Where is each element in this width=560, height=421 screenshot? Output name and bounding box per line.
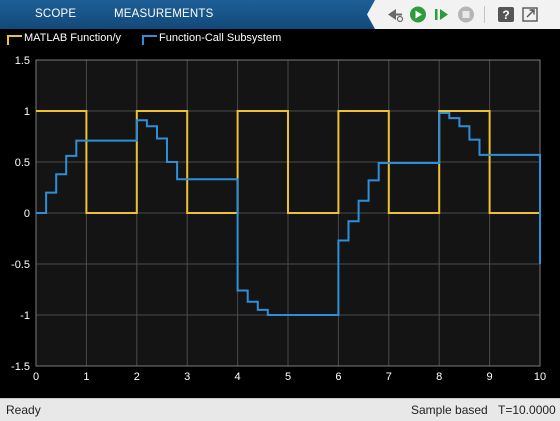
x-tick-label: 2 [134,371,140,383]
y-tick-label: -0.5 [11,259,30,271]
undock-icon[interactable] [520,5,540,24]
x-tick-label: 5 [285,371,291,383]
y-tick-label: 1 [24,106,30,118]
y-tick-label: 0 [24,208,30,220]
svg-text:?: ? [502,8,509,22]
legend-swatch-blue [142,35,157,45]
step-back-icon[interactable] [385,5,405,24]
legend-label: MATLAB Function/y [24,32,121,44]
status-ready: Ready [6,403,41,417]
y-tick-label: -1.5 [11,361,30,373]
x-tick-label: 4 [235,371,241,383]
status-time: T=10.0000 [498,403,556,417]
legend-swatch-yellow [7,35,22,45]
x-tick-label: 0 [33,371,39,383]
x-tick-label: 1 [83,371,89,383]
x-tick-label: 3 [184,371,190,383]
toolbar: ? [367,0,560,29]
x-tick-label: 8 [436,371,442,383]
tab-measurements[interactable]: MEASUREMENTS [114,8,214,20]
help-icon[interactable]: ? [496,5,516,24]
legend-label: Function-Call Subsystem [159,32,282,44]
x-tick-label: 10 [534,371,546,383]
run-icon[interactable] [408,5,428,24]
y-tick-label: -1 [20,310,30,322]
x-tick-label: 9 [487,371,493,383]
plot-area[interactable]: 0 1 2 3 4 5 6 7 8 9 10 1.5 1 0.5 0 -0.5 -1 -1.5 [0,49,560,398]
stop-icon[interactable] [456,5,476,24]
y-tick-label: 1.5 [15,55,30,67]
x-tick-label: 6 [335,371,341,383]
status-sample-mode: Sample based [411,403,488,417]
tab-scope[interactable]: SCOPE [35,8,77,20]
series-line-2 [36,112,541,316]
legend: MATLAB Function/y Function-Call Subsyste… [0,29,560,49]
y-tick-label: 0.5 [15,157,30,169]
toolbar-separator [484,6,485,23]
status-bar: Ready Sample based T=10.0000 [0,398,560,421]
toolstrip: SCOPE MEASUREMENTS ? [0,0,560,29]
x-tick-label: 7 [386,371,392,383]
step-forward-icon[interactable] [432,5,452,24]
